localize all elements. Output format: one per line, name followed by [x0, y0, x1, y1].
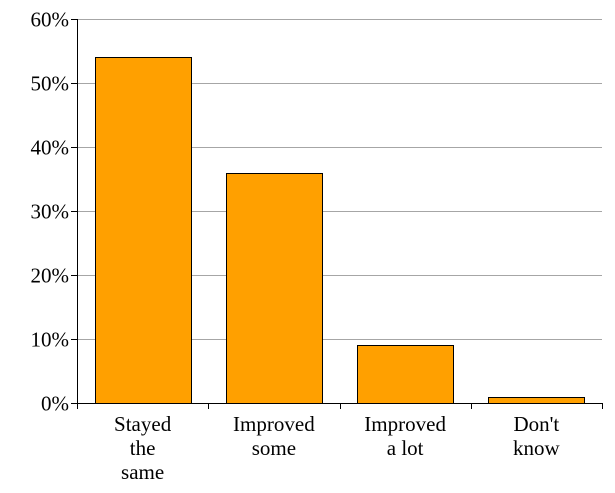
bar — [95, 57, 192, 404]
axes — [71, 19, 603, 409]
y-tick-label: 30% — [31, 200, 70, 224]
x-category-label: Improved a lot — [364, 412, 446, 460]
y-tick-label: 40% — [31, 136, 70, 160]
x-category-label: Stayed the same — [114, 412, 172, 484]
x-category-labels: Stayed the same Improved some Improved a lot Do… — [114, 412, 560, 484]
bars — [95, 57, 585, 404]
y-tick-label: 10% — [31, 328, 70, 352]
bar — [357, 345, 454, 404]
y-tick-label: 20% — [31, 264, 70, 288]
bar — [488, 397, 585, 404]
x-category-label: Don't know — [513, 412, 561, 460]
y-tick-labels: 0% 10% 20% 30% 40% 50% 60% — [31, 8, 70, 416]
y-tick-label: 60% — [31, 8, 70, 32]
y-tick-label: 0% — [41, 392, 69, 416]
y-tick-label: 50% — [31, 72, 70, 96]
bar — [226, 173, 323, 404]
x-category-label: Improved some — [233, 412, 315, 460]
